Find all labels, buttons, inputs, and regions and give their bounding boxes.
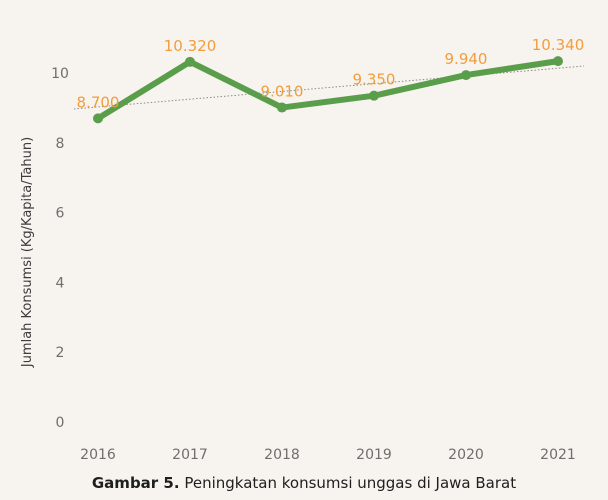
data-point [185, 56, 195, 67]
y-tick-label: 2 [56, 345, 65, 361]
y-axis-ticks: 0 2 4 6 8 10 [51, 66, 69, 431]
trend-line [73, 65, 585, 110]
data-label: 8.700 [77, 93, 120, 111]
data-labels: 8.700 10.320 9.010 9.350 9.940 10.340 [77, 36, 585, 111]
data-label: 9.940 [445, 50, 488, 68]
data-label: 10.320 [164, 37, 217, 55]
figure-caption: Gambar 5. Peningkatan konsumsi unggas di… [0, 474, 608, 492]
data-point [93, 113, 103, 124]
x-tick-label: 2020 [448, 447, 484, 463]
data-label: 9.350 [353, 71, 396, 89]
y-tick-label: 10 [51, 66, 69, 82]
x-axis-ticks: 2016 2017 2018 2019 2020 2021 [80, 447, 576, 463]
data-point [461, 70, 471, 81]
data-point [277, 102, 287, 113]
y-tick-label: 4 [56, 275, 65, 291]
line-chart: 0 2 4 6 8 10 2016 2017 2018 2019 2020 2021 Jumlah … [20, 36, 585, 463]
caption-text: Peningkatan konsumsi unggas di Jawa Bara… [179, 474, 517, 492]
data-points [93, 56, 563, 124]
x-tick-label: 2019 [356, 447, 392, 463]
data-point [369, 90, 379, 101]
x-tick-label: 2018 [264, 447, 300, 463]
data-label: 10.340 [532, 36, 585, 54]
y-tick-label: 6 [56, 206, 65, 222]
x-tick-label: 2021 [540, 447, 576, 463]
x-tick-label: 2017 [172, 447, 208, 463]
series-line [95, 58, 561, 122]
y-tick-label: 8 [56, 136, 65, 152]
data-point [553, 56, 563, 67]
caption-label: Gambar 5. [91, 474, 180, 492]
y-axis-title: Jumlah Konsumsi (Kg/Kapita/Tahun) [20, 137, 35, 368]
data-label: 9.010 [261, 83, 304, 101]
x-tick-label: 2016 [80, 447, 116, 463]
y-tick-label: 0 [56, 415, 65, 431]
